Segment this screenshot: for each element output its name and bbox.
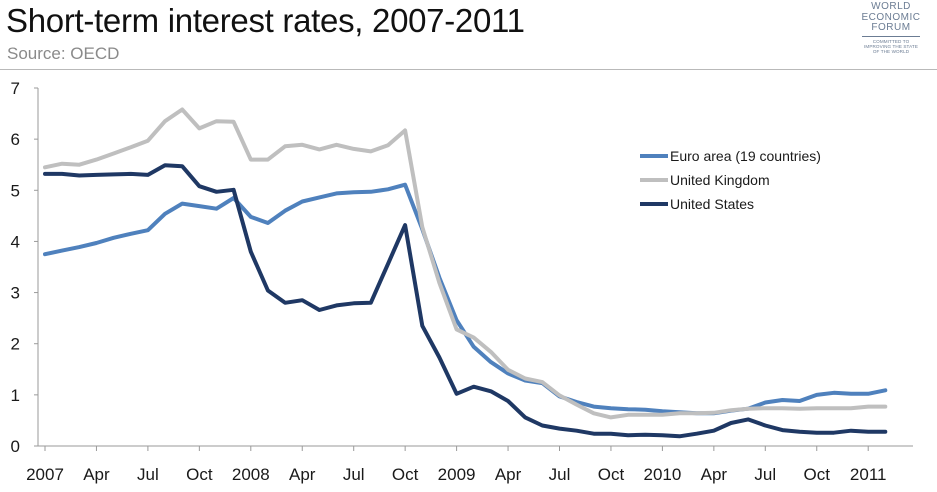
x-tick-label: 2009 (438, 465, 476, 484)
chart-axes (37, 88, 913, 447)
y-tick-label: 4 (11, 232, 20, 251)
y-tick-label: 2 (11, 335, 20, 354)
logo-line-2: ECONOMIC (861, 11, 921, 23)
chart-subtitle: Source: OECD (7, 44, 120, 63)
x-tick-label: Jul (343, 465, 365, 484)
logo-rule (862, 35, 920, 37)
logo-line-1: WORLD (871, 1, 911, 12)
chart-series (43, 107, 888, 439)
y-tick-label: 6 (11, 130, 20, 149)
logo-tagline-2: IMPROVING THE STATE (864, 43, 918, 49)
y-tick-label: 0 (11, 437, 20, 456)
wef-logo: WORLD ECONOMIC FORUM COMMITTED TO IMPROV… (856, 1, 926, 68)
series-line-united-states (43, 163, 888, 439)
logo-tagline-1: COMMITTED TO (872, 38, 910, 44)
legend-label: Euro area (19 countries) (670, 148, 821, 164)
y-axis-ticks: 0 1 2 3 4 5 6 7 (11, 79, 38, 456)
logo-line-3: FORUM (871, 22, 911, 33)
x-tick-label: Jul (549, 465, 571, 484)
legend-label: United States (670, 196, 754, 212)
x-tick-label: Jul (137, 465, 159, 484)
x-axis-ticks: 2007 Apr Jul Oct 2008 Apr Jul Oct 2009 Apr Jul Oct 2… (26, 446, 886, 484)
chart-legend: Euro area (19 countries) United Kingdom Un… (640, 148, 821, 212)
x-tick-label: 2010 (643, 465, 681, 484)
x-tick-label: Apr (289, 465, 316, 484)
header-divider (0, 69, 937, 70)
x-tick-label: 2007 (26, 465, 64, 484)
y-tick-label: 7 (11, 79, 20, 98)
legend-label: United Kingdom (670, 172, 770, 188)
x-tick-label: 2011 (850, 465, 887, 484)
x-tick-label: Jul (754, 465, 776, 484)
series-line-united-kingdom (43, 107, 888, 420)
logo-tagline-3: OF THE WORLD (872, 48, 910, 54)
x-tick-label: Apr (495, 465, 522, 484)
x-tick-label: Oct (598, 465, 625, 484)
x-tick-label: Apr (701, 465, 728, 484)
y-tick-label: 3 (11, 284, 20, 303)
x-tick-label: 2008 (232, 465, 270, 484)
y-tick-label: 1 (11, 386, 20, 405)
chart-title: Short-term interest rates, 2007-2011 (6, 2, 525, 39)
series-line-euro-area-19-countries (43, 182, 888, 416)
x-tick-label: Apr (83, 465, 110, 484)
x-tick-label: Oct (186, 465, 213, 484)
x-tick-label: Oct (392, 465, 419, 484)
y-tick-label: 5 (11, 181, 20, 200)
x-tick-label: Oct (804, 465, 831, 484)
